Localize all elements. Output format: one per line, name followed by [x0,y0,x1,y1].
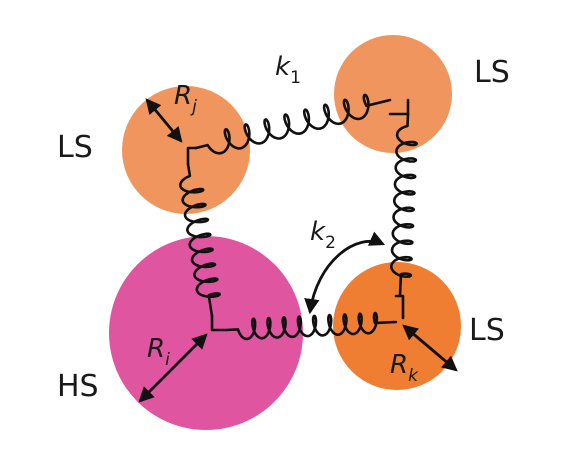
label-hs: HS [57,369,99,404]
springs-group [179,93,418,341]
anchor-stub-k [394,294,405,320]
spring-right-vertical [390,112,418,298]
radius-arrow-i [138,333,208,403]
label-ls-top-right: LS [474,55,510,90]
anchor-stub-j [186,146,198,166]
radius-label-j: Rj [174,81,197,117]
spring-label-k1: k1 [275,52,301,88]
radius-label-i: Ri [147,334,170,370]
label-ls-bottom-right: LS [469,313,505,348]
spring-label-k2: k2 [310,217,336,253]
anchor-stub-i [210,314,228,332]
ls-particle-top-right [334,35,452,153]
spring-left-vertical [179,162,221,318]
label-ls-left: LS [57,130,93,165]
spring-bottom-horizontal [224,311,398,341]
radius-label-k: Rk [390,350,419,386]
k2-angle-arrow [304,231,386,315]
spring-k1-top [194,93,392,155]
radius-arrow-k [402,324,458,372]
radius-arrow-j [145,98,183,143]
